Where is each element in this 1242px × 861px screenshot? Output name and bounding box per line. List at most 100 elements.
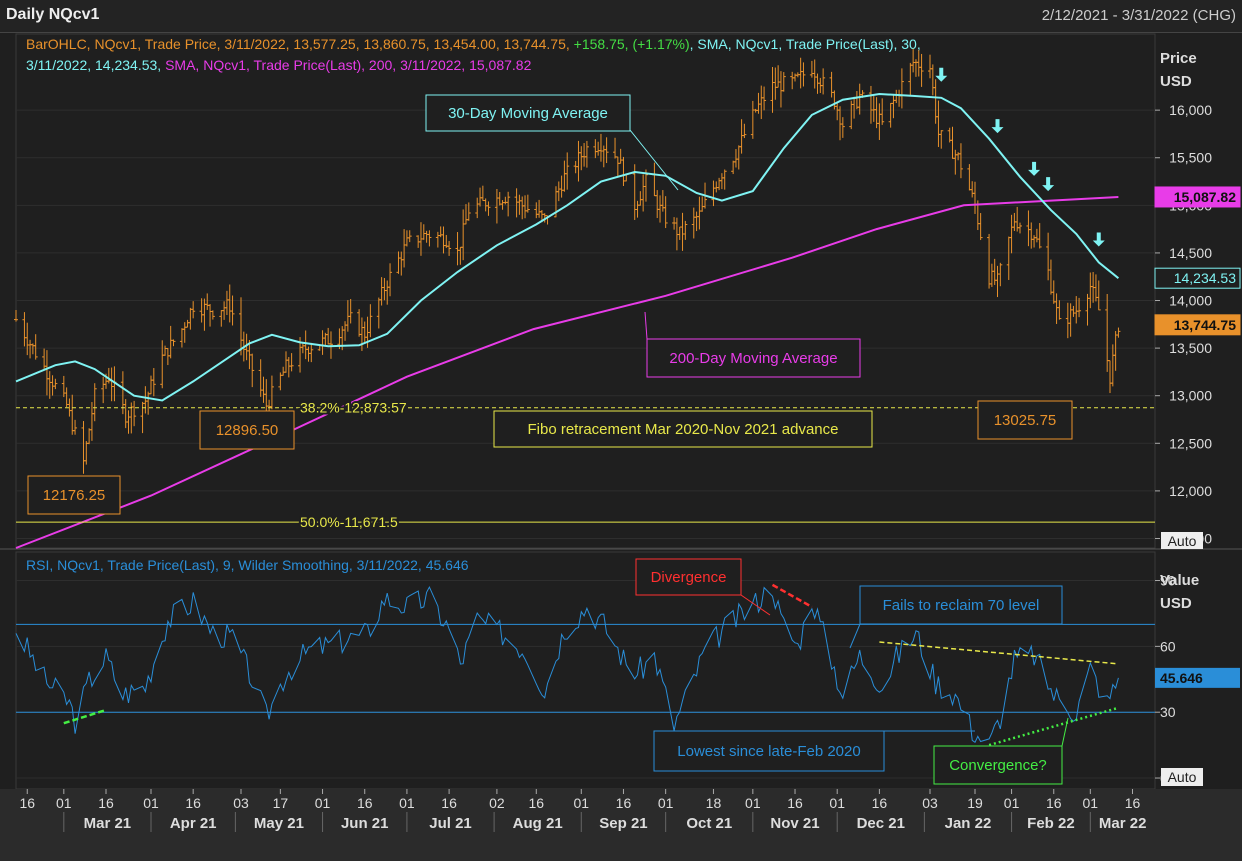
divergence-callout-box <box>635 558 742 596</box>
x-day-label: 02 <box>489 795 505 811</box>
x-month-label: Jan 22 <box>945 815 992 832</box>
x-day-label: 19 <box>967 795 983 811</box>
price-axis-title: Price <box>1160 50 1197 67</box>
x-day-label: 01 <box>1083 795 1099 811</box>
divergence-callout-leader <box>740 594 771 616</box>
sma200-callout-label: 200-Day Moving Average <box>669 350 837 367</box>
rsi-tag <box>1155 667 1240 688</box>
x-axis: 16 01 16 01 16 03 17 01 16 01 16 02 16 01 16 01 18 01 16 01… <box>19 789 1146 832</box>
header-part: +158.75, (+1.17%) <box>574 36 690 52</box>
x-day-label: 03 <box>233 795 249 811</box>
x-day-label: 16 <box>441 795 457 811</box>
divergence-callout-label: Divergence <box>651 569 727 586</box>
x-day-label: 01 <box>1004 795 1020 811</box>
rsi-axis-title: Value <box>1160 572 1199 589</box>
rsi-tag-label: 45.646 <box>1160 670 1203 686</box>
rsi-header: RSI, NQcv1, Trade Price(Last), 9, Wilder… <box>26 557 469 573</box>
divergence-line <box>771 583 813 608</box>
rsi-auto-button-label: Auto <box>1168 769 1197 785</box>
fibo-callout-label: Fibo retracement Mar 2020-Nov 2021 advan… <box>527 421 838 438</box>
window-title: Daily NQcv1 <box>6 6 100 23</box>
x-day-label: 01 <box>745 795 761 811</box>
x-day-label: 18 <box>706 795 722 811</box>
price-header-line1: BarOHLC, NQcv1, Trade Price, 3/11/2022, … <box>26 36 921 52</box>
header-part: 3/11/2022, 14,234.53, <box>26 57 165 73</box>
x-month-label: Sep 21 <box>599 815 647 832</box>
fails-callout-box <box>859 585 1063 625</box>
x-day-label: 01 <box>315 795 331 811</box>
price-pane-border <box>15 33 1156 549</box>
convergence-line <box>988 706 1119 747</box>
price-annotations: 30-Day Moving Average 200-Day Moving Aver… <box>27 94 1073 515</box>
sma200-callout-leader <box>644 311 648 340</box>
price-tag-label: 15,087.82 <box>1174 189 1236 205</box>
auto-button <box>1161 532 1203 549</box>
x-month-label: Mar 22 <box>1099 815 1147 832</box>
x-month-label: Dec 21 <box>857 815 905 832</box>
sma200-callout-box <box>646 338 861 378</box>
price-gridlines <box>16 109 1155 539</box>
header-part: BarOHLC, NQcv1, Trade Price, 3/11/2022, … <box>26 36 574 52</box>
price-header-line2: 3/11/2022, 14,234.53, SMA, NQcv1, Trade … <box>26 57 532 73</box>
fibo-label: 38.2%-12,873.57 <box>300 400 407 416</box>
lowest-callout-label: Lowest since late-Feb 2020 <box>677 743 860 760</box>
low1-callout-label: 12176.25 <box>43 487 106 504</box>
down-arrow-icon <box>1092 232 1105 247</box>
down-arrows <box>935 67 1105 247</box>
sma30-callout-box <box>425 94 631 132</box>
price-tag <box>1154 314 1241 336</box>
x-month-label: Nov 21 <box>770 815 819 832</box>
x-day-label: 01 <box>143 795 159 811</box>
fails-callout-leader <box>849 623 861 649</box>
x-month-label: Feb 22 <box>1027 815 1075 832</box>
rsi-tick-label: 60 <box>1160 638 1176 654</box>
fibo-callout-box <box>493 410 873 448</box>
x-month-label: Jul 21 <box>429 815 472 832</box>
x-month-label: Mar 21 <box>84 815 132 832</box>
price-tag-label: 14,234.53 <box>1174 270 1236 286</box>
low2-callout-label: 12896.50 <box>216 422 279 439</box>
price-tick-label: 16,000 <box>1169 102 1212 118</box>
moving-averages <box>15 92 1120 549</box>
rsi-annotations: Divergence Fails to reclaim 70 level Lowes… <box>63 558 1119 785</box>
x-month-label: Jun 21 <box>341 815 389 832</box>
date-range[interactable]: 2/12/2021 - 3/31/2022 (CHG) <box>1041 7 1236 24</box>
price-tick-label: 13,500 <box>1169 340 1212 356</box>
sma30-callout-label: 30-Day Moving Average <box>448 105 608 122</box>
x-month-label: Oct 21 <box>686 815 732 832</box>
rsi-tick-label: 30 <box>1160 704 1176 720</box>
x-axis-band <box>0 789 1242 861</box>
header-part: , SMA, NQcv1, Trade Price(Last), 30, <box>690 36 921 52</box>
x-day-label: 16 <box>357 795 373 811</box>
low2-callout-box <box>199 410 295 450</box>
convergence-callout-box <box>933 745 1063 785</box>
fails-callout-label: Fails to reclaim 70 level <box>883 597 1040 614</box>
x-day-label: 03 <box>922 795 938 811</box>
down-arrow-icon <box>1028 161 1041 176</box>
down-arrow-icon <box>1042 177 1055 192</box>
x-day-label: 01 <box>573 795 589 811</box>
price-axis: 16,00015,50015,00014,50014,00013,50013,0… <box>1154 50 1241 549</box>
convergence-callout-leader <box>1061 717 1069 747</box>
rsi-axis-unit: USD <box>1160 595 1192 612</box>
x-day-label: 16 <box>787 795 803 811</box>
x-day-label: 16 <box>98 795 114 811</box>
price-tag <box>1154 186 1241 208</box>
low3-callout-box <box>977 400 1073 440</box>
header-part: SMA, NQcv1, Trade Price(Last), 200, 3/11… <box>165 57 531 73</box>
rsi-tick-label: 90 <box>1160 573 1176 589</box>
window-titlebar: Daily NQcv1 2/12/2021 - 3/31/2022 (CHG) <box>0 0 1242 33</box>
price-tick-label: 12,500 <box>1169 435 1212 451</box>
low1-callout-box <box>27 475 121 515</box>
rsi-series-line <box>15 585 1119 744</box>
price-tick-label: 14,000 <box>1169 293 1212 309</box>
price-tick-label: 12,000 <box>1169 483 1212 499</box>
x-month-label: Apr 21 <box>170 815 217 832</box>
rsi-axis: 9060300ValueUSDAuto45.646 <box>1155 572 1240 786</box>
auto-button-label: Auto <box>1168 533 1197 549</box>
x-day-label: 16 <box>19 795 35 811</box>
rsi-levels <box>16 623 1155 713</box>
rsi-auto-button <box>1161 768 1203 786</box>
price-tag-label: 13,744.75 <box>1174 317 1236 333</box>
